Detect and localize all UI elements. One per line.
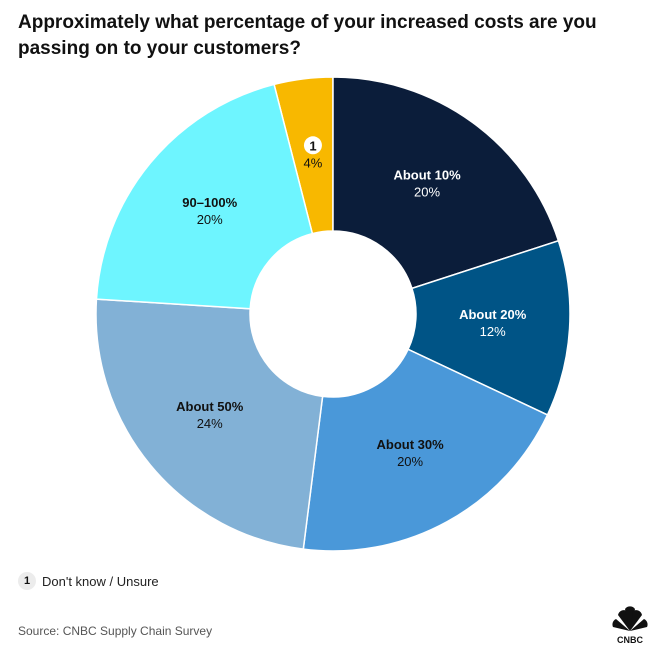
donut-chart: 1 4% About 10% 20% About 20% 12% About 30% 20% A… <box>95 76 571 552</box>
slice-5 <box>95 83 314 310</box>
cnbc-peacock-logo-icon: CNBC <box>612 606 648 645</box>
slice-value-label: 24% <box>197 416 223 431</box>
slice-category-label: About 20% <box>459 307 527 322</box>
slice-4 <box>95 298 324 550</box>
slice-category-label: About 50% <box>176 399 244 414</box>
slice-category-label: 1 <box>309 138 316 153</box>
slice-2 <box>407 239 571 416</box>
slice-value-label: 20% <box>197 212 223 227</box>
slice-1 <box>332 76 560 290</box>
chart-title: Approximately what percentage of your in… <box>18 12 597 59</box>
slice-category-label: About 30% <box>376 437 444 452</box>
slice-value-label: 4% <box>304 155 323 170</box>
slice-badge-bg <box>303 136 322 155</box>
footnote-text: Don't know / Unsure <box>42 573 159 589</box>
slice-category-label: 90–100% <box>182 195 237 210</box>
source-note: Source: CNBC Supply Chain Survey <box>18 624 213 638</box>
slice-category-label: About 10% <box>393 168 461 183</box>
logo-wordmark: CNBC <box>617 635 643 645</box>
slice-3 <box>302 348 549 552</box>
slice-value-label: 20% <box>414 185 440 200</box>
slice-value-label: 20% <box>397 454 423 469</box>
slice-value-label: 12% <box>480 324 506 339</box>
footnote: 1 Don't know / Unsure <box>18 571 159 591</box>
footnote-marker: 1 <box>18 572 36 590</box>
